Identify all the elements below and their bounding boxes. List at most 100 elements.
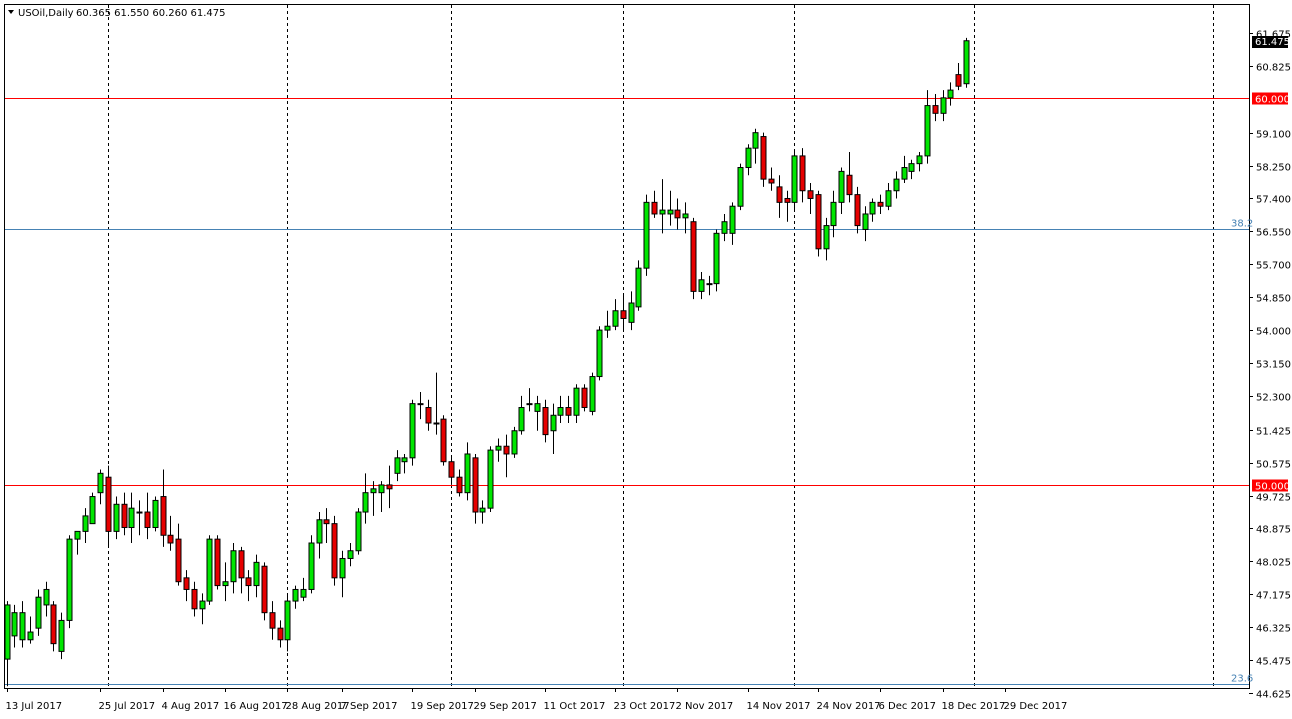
candle-64 xyxy=(503,434,510,478)
horizontal-levels xyxy=(5,98,1249,685)
candle-95 xyxy=(745,144,752,176)
candle-body-15 xyxy=(121,503,128,529)
candle-2 xyxy=(19,601,26,648)
candle-20 xyxy=(160,469,167,547)
y-tick-label-0: 61.675 xyxy=(1256,30,1291,41)
candle-body-68 xyxy=(534,403,541,412)
candle-5 xyxy=(43,581,50,617)
x-tick-label-12: 24 Nov 2017 xyxy=(817,701,881,712)
candle-41 xyxy=(323,508,330,543)
candle-body-36 xyxy=(284,600,291,641)
y-tick-label-19: 44.625 xyxy=(1256,690,1291,701)
candle-52 xyxy=(409,399,416,466)
x-tick-label-7: 29 Sep 2017 xyxy=(474,701,537,712)
candle-body-40 xyxy=(316,519,323,544)
candle-74 xyxy=(581,384,588,412)
candle-body-17 xyxy=(136,511,143,514)
x-tick-label-2: 4 Aug 2017 xyxy=(162,701,220,712)
candle-body-102 xyxy=(799,155,806,192)
candle-body-57 xyxy=(448,461,455,478)
candle-24 xyxy=(191,581,198,617)
candle-body-59 xyxy=(464,453,471,494)
candle-body-76 xyxy=(596,329,603,378)
candle-99 xyxy=(776,175,783,218)
candle-32 xyxy=(253,554,260,598)
candle-108 xyxy=(846,152,853,203)
candle-44 xyxy=(347,543,354,567)
candle-body-21 xyxy=(167,534,174,544)
candle-body-48 xyxy=(378,484,385,494)
candle-body-74 xyxy=(581,387,588,409)
candle-59 xyxy=(464,442,471,501)
candle-body-10 xyxy=(82,515,89,532)
collapse-triangle-icon[interactable] xyxy=(8,10,14,14)
candle-123 xyxy=(963,37,970,88)
candle-107 xyxy=(838,167,845,214)
x-tick-label-0: 13 Jul 2017 xyxy=(6,701,63,712)
x-tick-label-13: 6 Dec 2017 xyxy=(879,701,937,712)
candle-body-0 xyxy=(4,604,11,660)
candle-body-19 xyxy=(152,499,159,529)
candle-45 xyxy=(355,508,362,555)
candle-body-86 xyxy=(674,209,681,219)
candle-body-96 xyxy=(752,132,759,149)
candle-body-34 xyxy=(269,612,276,629)
candle-84 xyxy=(659,179,666,234)
candle-47 xyxy=(370,481,377,516)
candle-body-50 xyxy=(394,457,401,474)
candle-30 xyxy=(238,546,245,594)
candle-body-70 xyxy=(550,414,557,432)
candle-68 xyxy=(534,395,541,431)
candle-37 xyxy=(292,585,299,609)
candle-9 xyxy=(74,530,81,555)
candle-body-23 xyxy=(183,577,190,590)
fib-label-38.2: 38.2 xyxy=(1231,219,1253,230)
candle-body-73 xyxy=(573,387,580,416)
candle-4 xyxy=(35,589,42,636)
candle-54 xyxy=(425,399,432,431)
y-axis: 61.675 60.825 59.100 58.250 57.400 56.550 55.7… xyxy=(1249,30,1291,701)
candle-81 xyxy=(635,260,642,311)
candle-33 xyxy=(261,562,268,621)
candle-39 xyxy=(308,535,315,594)
candle-98 xyxy=(768,167,775,191)
candle-48 xyxy=(378,481,385,513)
x-tick-label-14: 18 Dec 2017 xyxy=(942,701,1006,712)
candle-16 xyxy=(128,492,135,543)
level-tag-50.000 xyxy=(1252,479,1288,492)
candle-115 xyxy=(901,155,908,183)
candle-23 xyxy=(183,570,190,602)
candle-body-6 xyxy=(50,604,57,645)
candle-body-38 xyxy=(300,588,307,598)
candle-13 xyxy=(105,465,112,547)
candle-body-116 xyxy=(908,163,915,172)
fib-label-23.6: 23.6 xyxy=(1231,674,1253,685)
candle-67 xyxy=(526,388,533,412)
candle-102 xyxy=(799,148,806,203)
candle-89 xyxy=(698,272,705,300)
candle-body-80 xyxy=(628,302,635,323)
candle-body-71 xyxy=(557,407,564,416)
candle-body-66 xyxy=(518,407,525,432)
candle-body-49 xyxy=(386,484,393,490)
y-tick-label-14: 48.875 xyxy=(1256,525,1291,536)
candle-body-30 xyxy=(238,550,245,579)
y-tick-label-16: 47.175 xyxy=(1256,591,1291,602)
candle-19 xyxy=(152,496,159,532)
candle-111 xyxy=(869,198,876,222)
candle-body-94 xyxy=(737,167,744,207)
candle-body-37 xyxy=(292,588,299,602)
candle-body-18 xyxy=(144,511,151,529)
y-tick-label-1: 60.825 xyxy=(1256,63,1291,74)
x-tick-label-10: 2 Nov 2017 xyxy=(676,701,734,712)
candle-body-35 xyxy=(277,627,284,641)
candle-body-14 xyxy=(113,503,120,532)
candle-body-81 xyxy=(635,267,642,308)
candle-26 xyxy=(206,535,213,605)
candle-body-101 xyxy=(791,155,798,203)
x-tick-label-4: 28 Aug 2017 xyxy=(286,701,350,712)
candle-body-56 xyxy=(440,418,447,463)
candle-body-97 xyxy=(760,136,767,180)
candle-body-110 xyxy=(862,213,869,230)
